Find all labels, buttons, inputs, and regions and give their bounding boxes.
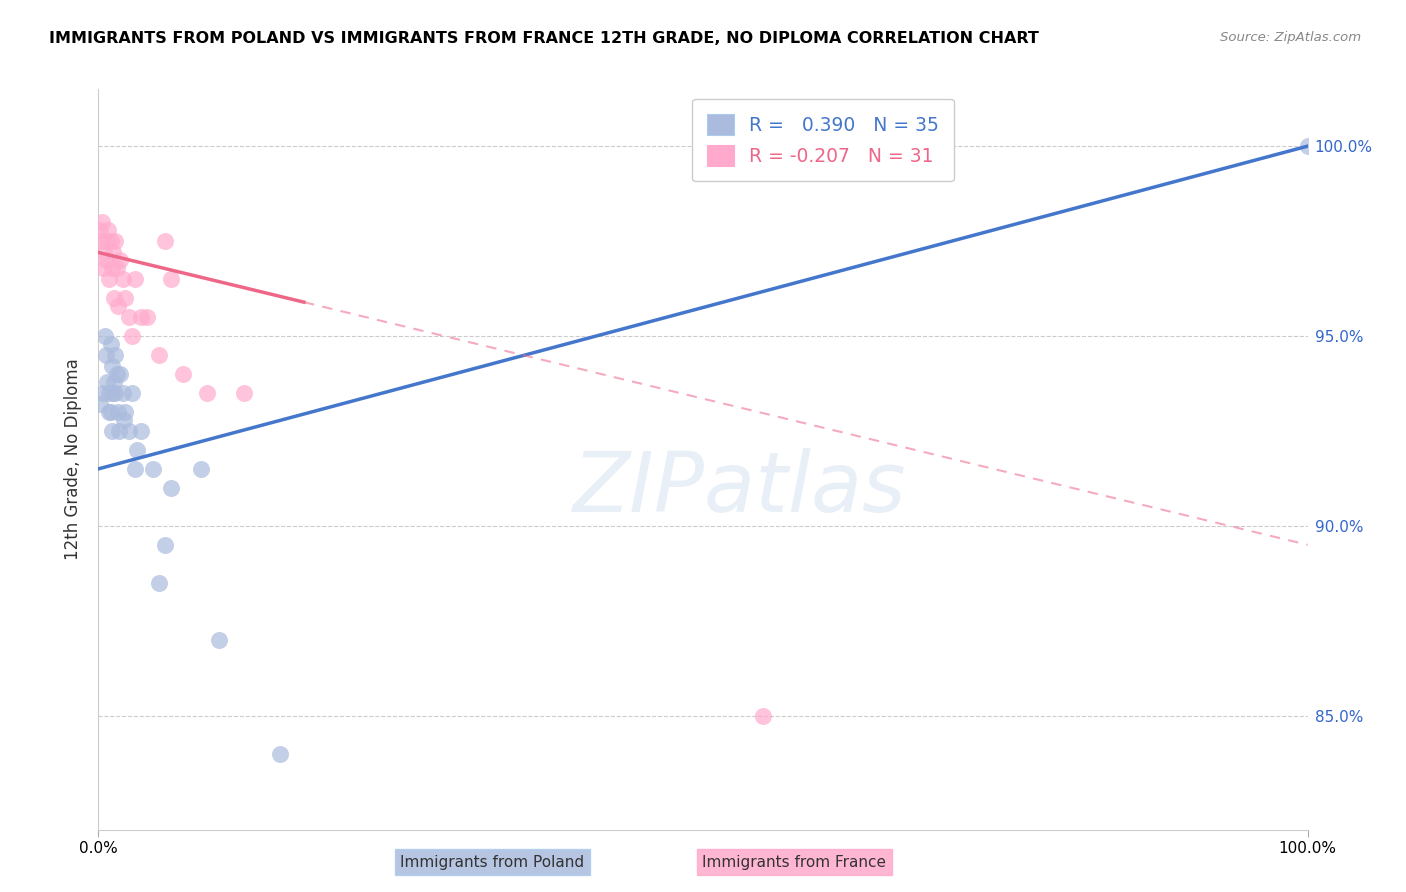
Legend: R =   0.390   N = 35, R = -0.207   N = 31: R = 0.390 N = 35, R = -0.207 N = 31: [693, 99, 953, 181]
Point: [101, 386, 124, 401]
Point: [96, 234, 118, 248]
Point: [118, 310, 141, 324]
Point: [105, 367, 128, 381]
Point: [112, 412, 135, 426]
Point: [101, 359, 124, 374]
Point: [160, 272, 183, 286]
Point: [153, 538, 176, 552]
Point: [127, 442, 149, 457]
Point: [96, 348, 118, 362]
Point: [107, 299, 129, 313]
Point: [89, 397, 111, 411]
Point: [118, 424, 141, 438]
Point: [108, 424, 131, 438]
Point: [1296, 139, 1319, 153]
Point: [100, 234, 122, 248]
Point: [752, 708, 775, 723]
Point: [97, 222, 120, 236]
Point: [103, 375, 125, 389]
Point: [107, 405, 129, 419]
Point: [153, 234, 176, 248]
Point: [142, 462, 165, 476]
Point: [129, 310, 152, 324]
Point: [89, 222, 111, 236]
Point: [172, 367, 194, 381]
Point: [148, 348, 170, 362]
Point: [91, 215, 114, 229]
Point: [114, 291, 136, 305]
Point: [108, 253, 131, 268]
Point: [135, 310, 157, 324]
Text: Immigrants from France: Immigrants from France: [703, 855, 886, 870]
Point: [232, 386, 254, 401]
Point: [103, 291, 125, 305]
Point: [111, 272, 134, 286]
Point: [208, 632, 231, 647]
Point: [94, 253, 117, 268]
Point: [160, 481, 183, 495]
Point: [100, 405, 122, 419]
Point: [98, 405, 121, 419]
Point: [100, 424, 122, 438]
Text: IMMIGRANTS FROM POLAND VS IMMIGRANTS FROM FRANCE 12TH GRADE, NO DIPLOMA CORRELAT: IMMIGRANTS FROM POLAND VS IMMIGRANTS FRO…: [49, 31, 1039, 46]
Point: [269, 747, 291, 761]
Point: [105, 260, 128, 275]
Point: [96, 375, 118, 389]
Point: [91, 386, 114, 401]
Point: [114, 405, 136, 419]
Point: [100, 260, 122, 275]
Text: Immigrants from Poland: Immigrants from Poland: [401, 855, 583, 870]
Point: [104, 386, 127, 401]
Point: [104, 348, 127, 362]
Point: [129, 424, 152, 438]
Text: Source: ZipAtlas.com: Source: ZipAtlas.com: [1220, 31, 1361, 45]
Point: [100, 336, 122, 351]
Point: [108, 367, 131, 381]
Point: [111, 386, 134, 401]
Point: [98, 272, 121, 286]
Point: [121, 386, 143, 401]
Point: [148, 575, 170, 590]
Point: [93, 245, 115, 260]
Point: [121, 329, 143, 343]
Point: [195, 386, 218, 401]
Text: ZIPatlas: ZIPatlas: [572, 449, 905, 530]
Point: [94, 329, 117, 343]
Point: [91, 260, 114, 275]
Point: [90, 234, 112, 248]
Point: [190, 462, 212, 476]
Y-axis label: 12th Grade, No Diploma: 12th Grade, No Diploma: [63, 359, 82, 560]
Point: [104, 234, 127, 248]
Point: [97, 386, 120, 401]
Point: [124, 272, 146, 286]
Point: [124, 462, 146, 476]
Point: [101, 245, 124, 260]
